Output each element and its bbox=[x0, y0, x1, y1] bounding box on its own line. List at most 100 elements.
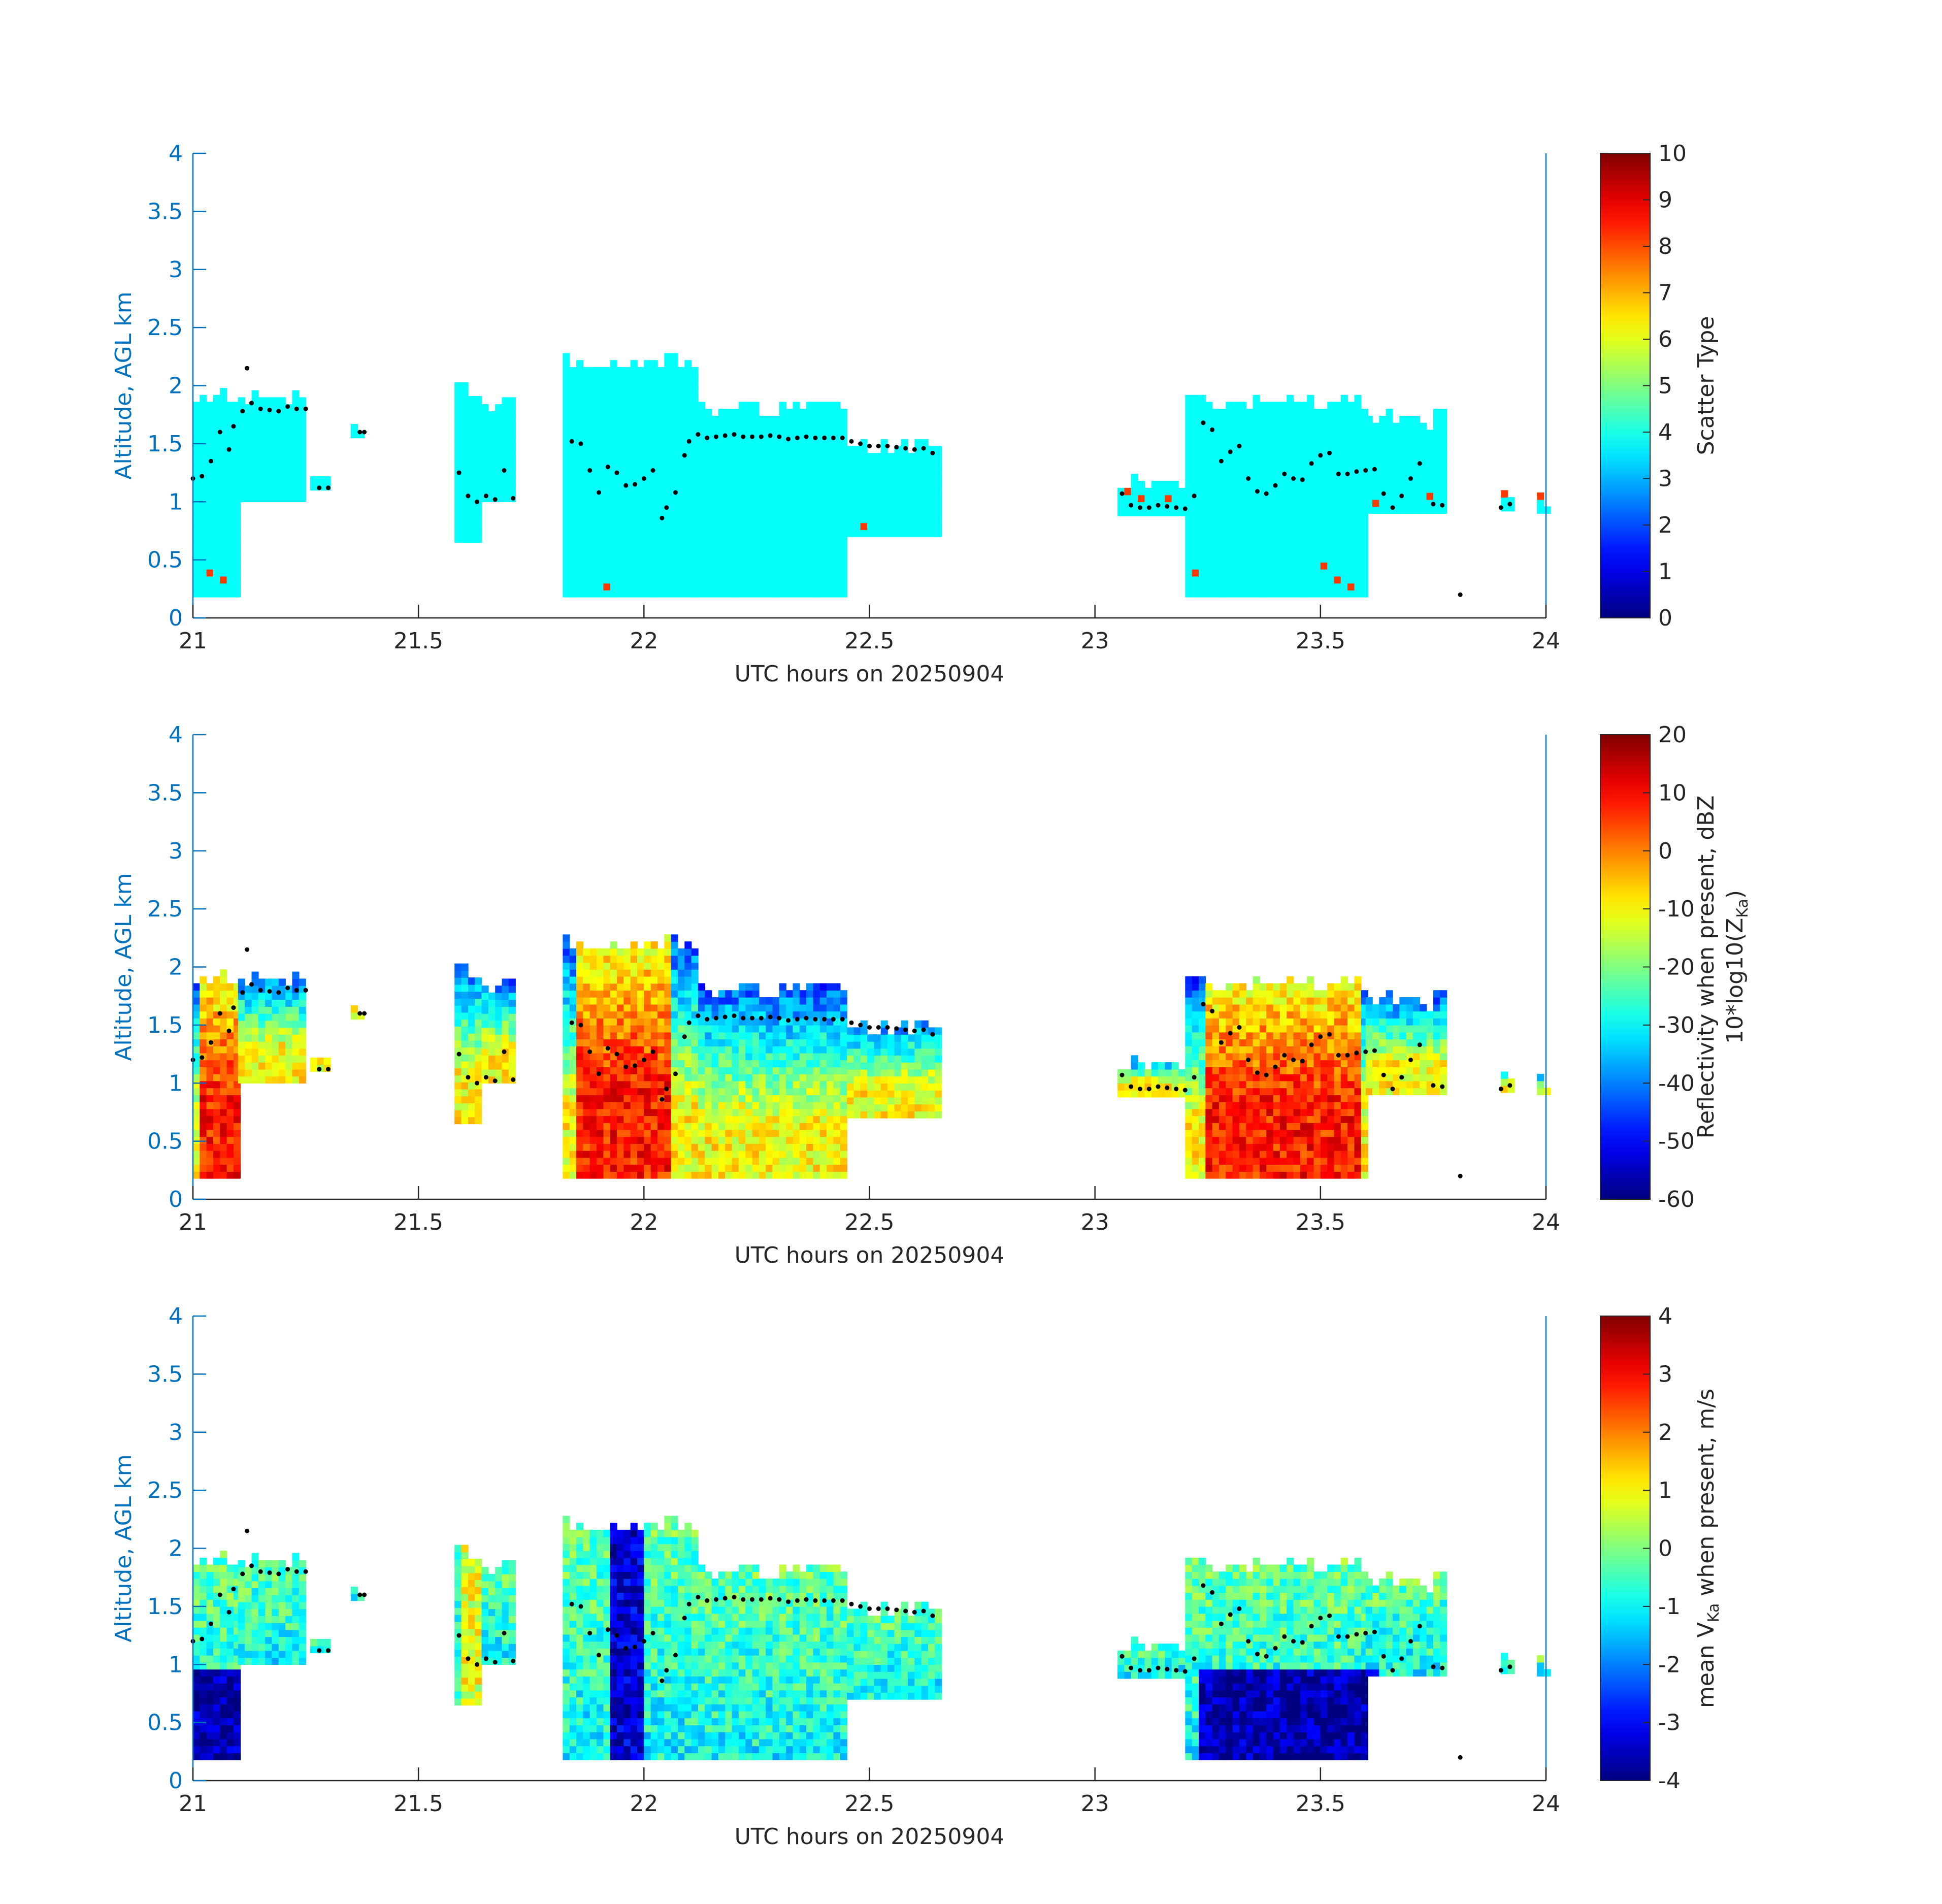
heatmap-cell bbox=[1226, 527, 1233, 535]
heatmap-cell bbox=[1199, 499, 1206, 507]
heatmap-cell bbox=[732, 990, 739, 998]
heatmap-cell bbox=[684, 1095, 692, 1102]
heatmap-cell bbox=[752, 430, 760, 437]
heatmap-cell bbox=[1266, 548, 1274, 556]
heatmap-cell bbox=[718, 583, 726, 590]
heatmap-cell bbox=[840, 416, 847, 423]
heatmap-cell bbox=[1219, 443, 1227, 451]
heatmap-cell bbox=[1232, 541, 1240, 549]
heatmap-cell bbox=[759, 1025, 766, 1033]
heatmap-cell bbox=[234, 1164, 241, 1172]
heatmap-cell bbox=[569, 1143, 577, 1151]
heatmap-cell bbox=[779, 1157, 786, 1165]
heatmap-cell bbox=[1205, 555, 1213, 563]
heatmap-cell bbox=[698, 1108, 705, 1117]
heatmap-cell bbox=[468, 1061, 475, 1069]
heatmap-cell bbox=[1406, 506, 1413, 514]
heatmap-cell bbox=[657, 1129, 665, 1137]
heatmap-cell bbox=[1165, 481, 1172, 488]
heatmap-cell bbox=[793, 1053, 800, 1061]
heatmap-cell bbox=[1259, 534, 1267, 542]
heatmap-cell bbox=[725, 1150, 733, 1158]
heatmap-cell bbox=[725, 1115, 733, 1123]
heatmap-cell bbox=[1246, 562, 1254, 570]
heatmap-cell bbox=[630, 955, 638, 963]
heatmap-cell bbox=[623, 1101, 631, 1109]
heatmap-cell bbox=[589, 450, 597, 458]
heatmap-cell bbox=[502, 1076, 509, 1084]
heatmap-cell bbox=[299, 1034, 306, 1042]
heatmap-cell bbox=[637, 1157, 645, 1165]
heatmap-cell bbox=[623, 583, 631, 590]
heatmap-cell bbox=[1219, 450, 1227, 458]
heatmap-cell bbox=[779, 1018, 786, 1026]
heatmap-cell bbox=[251, 390, 259, 398]
heatmap-cell bbox=[1239, 506, 1246, 514]
heatmap-cell bbox=[847, 495, 854, 502]
heatmap-cell bbox=[705, 534, 712, 542]
heatmap-cell bbox=[745, 1039, 753, 1046]
heatmap-cell bbox=[711, 534, 719, 542]
heatmap-cell bbox=[772, 1080, 780, 1089]
heatmap-cell bbox=[1219, 492, 1227, 500]
cloud-base-dot bbox=[209, 458, 213, 464]
heatmap-cell bbox=[637, 499, 645, 507]
heatmap-cell bbox=[508, 986, 516, 993]
heatmap-cell bbox=[779, 416, 786, 423]
heatmap-cell bbox=[793, 1157, 800, 1165]
heatmap-cell bbox=[1347, 548, 1355, 556]
heatmap-cell bbox=[691, 997, 699, 1005]
heatmap-cell bbox=[738, 1108, 746, 1117]
heatmap-cell bbox=[220, 1088, 227, 1095]
heatmap-cell bbox=[488, 1013, 496, 1021]
heatmap-cell bbox=[213, 395, 221, 403]
heatmap-cell bbox=[468, 1033, 475, 1041]
heatmap-cell bbox=[725, 1018, 733, 1026]
heatmap-cell bbox=[867, 1034, 875, 1042]
heatmap-cell bbox=[454, 451, 462, 459]
heatmap-cell bbox=[921, 467, 929, 475]
heatmap-cell bbox=[454, 991, 462, 999]
heatmap-cell bbox=[475, 424, 482, 432]
heatmap-cell bbox=[292, 467, 300, 475]
heatmap-cell bbox=[786, 541, 794, 549]
heatmap-cell bbox=[887, 1104, 895, 1111]
heatmap-cell bbox=[226, 1046, 234, 1054]
heatmap-cell bbox=[678, 443, 685, 451]
heatmap-cell bbox=[738, 506, 746, 514]
heatmap-cell bbox=[193, 485, 201, 493]
heatmap-cell bbox=[213, 1032, 221, 1040]
heatmap-cell bbox=[738, 450, 746, 458]
heatmap-cell bbox=[1205, 534, 1213, 542]
heatmap-cell bbox=[1279, 576, 1287, 584]
heatmap-cell bbox=[921, 522, 929, 530]
heatmap-cell bbox=[914, 481, 922, 488]
heatmap-cell bbox=[454, 998, 462, 1006]
heatmap-cell bbox=[1354, 590, 1362, 598]
heatmap-cell bbox=[1246, 485, 1254, 493]
heatmap-cell bbox=[610, 562, 617, 570]
heatmap-cell bbox=[576, 450, 584, 458]
heatmap-cell bbox=[563, 583, 570, 590]
heatmap-cell bbox=[495, 467, 503, 475]
heatmap-cell bbox=[738, 997, 746, 1005]
heatmap-cell bbox=[664, 562, 672, 570]
heatmap-cell bbox=[502, 999, 509, 1007]
heatmap-cell bbox=[610, 1032, 617, 1040]
heatmap-cell bbox=[226, 555, 234, 563]
heatmap-cell bbox=[806, 485, 814, 493]
heatmap-cell bbox=[475, 1061, 482, 1069]
heatmap-cell bbox=[867, 1055, 875, 1063]
heatmap-cell bbox=[819, 534, 827, 542]
heatmap-cell bbox=[226, 513, 234, 521]
heatmap-cell bbox=[623, 395, 631, 403]
heatmap-cell bbox=[617, 1108, 624, 1117]
heatmap-cell bbox=[1327, 569, 1335, 577]
heatmap-cell bbox=[200, 1115, 207, 1123]
heatmap-cell bbox=[1354, 499, 1362, 507]
heatmap-cell bbox=[1226, 485, 1233, 493]
heatmap-cell bbox=[732, 1004, 739, 1012]
heatmap-cell bbox=[1158, 495, 1166, 502]
cloud-base-dot bbox=[876, 444, 881, 448]
heatmap-cell bbox=[193, 997, 201, 1005]
